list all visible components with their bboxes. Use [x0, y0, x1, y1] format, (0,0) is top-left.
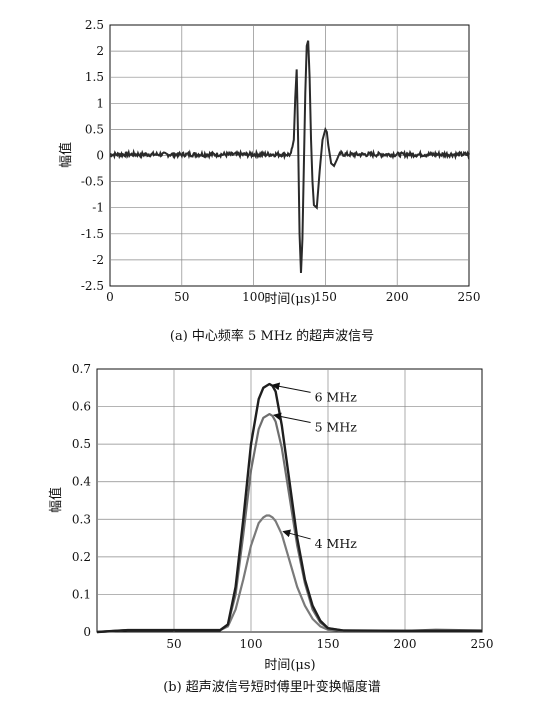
chart-b-series-line-6-mhz — [96, 382, 482, 634]
chart-a-y-ticks: 2.5 2 1.5 1 0.5 0 -0.5 -1 -1.5 -2 -2.5 — [81, 18, 104, 293]
chart-b: 50 100 150 200 250 0.7 0.6 0.5 0.4 0.3 0.2 0.1 0 6 … — [48, 362, 493, 695]
chart-a-x-tick-label: 0 — [106, 290, 114, 304]
chart-b-y-ticks: 0.7 0.6 0.5 0.4 0.3 0.2 0.1 0 — [72, 362, 91, 639]
chart-b-annotation-label: 4 MHz — [315, 536, 358, 551]
chart-b-y-tick-label: 0.4 — [72, 475, 91, 489]
chart-b-x-label: 时间(μs) — [264, 658, 315, 673]
chart-a-y-tick-label: 0 — [96, 149, 104, 163]
chart-b-annotation-label: 5 MHz — [315, 419, 358, 434]
chart-a-y-tick-label: -1 — [92, 201, 104, 215]
chart-b-series-line-5-mhz — [96, 412, 483, 634]
chart-a-y-tick-label: 2 — [96, 44, 104, 58]
chart-a-x-tick-label: 50 — [174, 290, 189, 304]
chart-a-x-tick-label: 200 — [386, 290, 409, 304]
chart-a-signal-line — [109, 40, 470, 273]
chart-b-annotation-arrow — [282, 529, 311, 540]
chart-b-annotations: 6 MHz 5 MHz 4 MHz — [271, 382, 358, 551]
chart-a: 0 50 100 150 200 250 2.5 2 1.5 1 0.5 0 -0.5 -1 -1.5 -2… — [58, 18, 480, 344]
chart-b-x-tick-label: 200 — [394, 637, 417, 651]
chart-a-x-tick-label: 100 — [242, 290, 265, 304]
chart-b-lines — [96, 382, 483, 634]
chart-b-y-tick-label: 0.6 — [72, 400, 91, 414]
chart-a-y-tick-label: -1.5 — [81, 227, 104, 241]
chart-b-caption: (b) 超声波信号短时傅里叶变换幅度谱 — [163, 679, 381, 695]
chart-a-y-tick-label: -2.5 — [81, 279, 104, 293]
chart-a-caption: (a) 中心频率 5 MHz 的超声波信号 — [170, 328, 374, 344]
chart-b-y-tick-label: 0.5 — [72, 437, 91, 451]
chart-a-y-tick-label: 1 — [96, 96, 104, 110]
chart-b-y-tick-label: 0.3 — [72, 512, 91, 526]
chart-a-y-tick-label: -2 — [92, 253, 104, 267]
chart-b-y-tick-label: 0 — [83, 625, 91, 639]
chart-b-y-tick-label: 0.2 — [72, 550, 91, 564]
chart-b-grid — [97, 369, 482, 632]
chart-a-x-tick-label: 150 — [314, 290, 337, 304]
chart-a-x-label: 时间(μs) — [264, 292, 315, 307]
chart-b-y-label: 幅值 — [48, 487, 64, 513]
chart-a-x-ticks: 0 50 100 150 200 250 — [106, 290, 480, 304]
chart-a-y-tick-label: 2.5 — [85, 18, 104, 32]
chart-a-x-tick-label: 250 — [458, 290, 481, 304]
chart-b-x-tick-label: 150 — [317, 637, 340, 651]
chart-a-y-label: 幅值 — [58, 142, 74, 168]
chart-b-frame — [96, 368, 483, 633]
chart-a-y-tick-label: -0.5 — [81, 175, 104, 189]
chart-a-y-tick-label: 1.5 — [85, 70, 104, 84]
chart-b-y-tick-label: 0.7 — [72, 362, 91, 376]
chart-b-x-tick-label: 250 — [471, 637, 494, 651]
chart-b-annotation-arrow — [273, 412, 311, 423]
chart-b-x-ticks: 50 100 150 200 250 — [166, 637, 493, 651]
chart-a-y-tick-label: 0.5 — [85, 122, 104, 136]
chart-b-y-tick-label: 0.1 — [72, 587, 91, 601]
chart-b-annotation-arrow — [271, 382, 311, 393]
chart-b-x-tick-label: 50 — [166, 637, 181, 651]
chart-b-x-tick-label: 100 — [240, 637, 263, 651]
chart-b-annotation-label: 6 MHz — [315, 389, 358, 404]
